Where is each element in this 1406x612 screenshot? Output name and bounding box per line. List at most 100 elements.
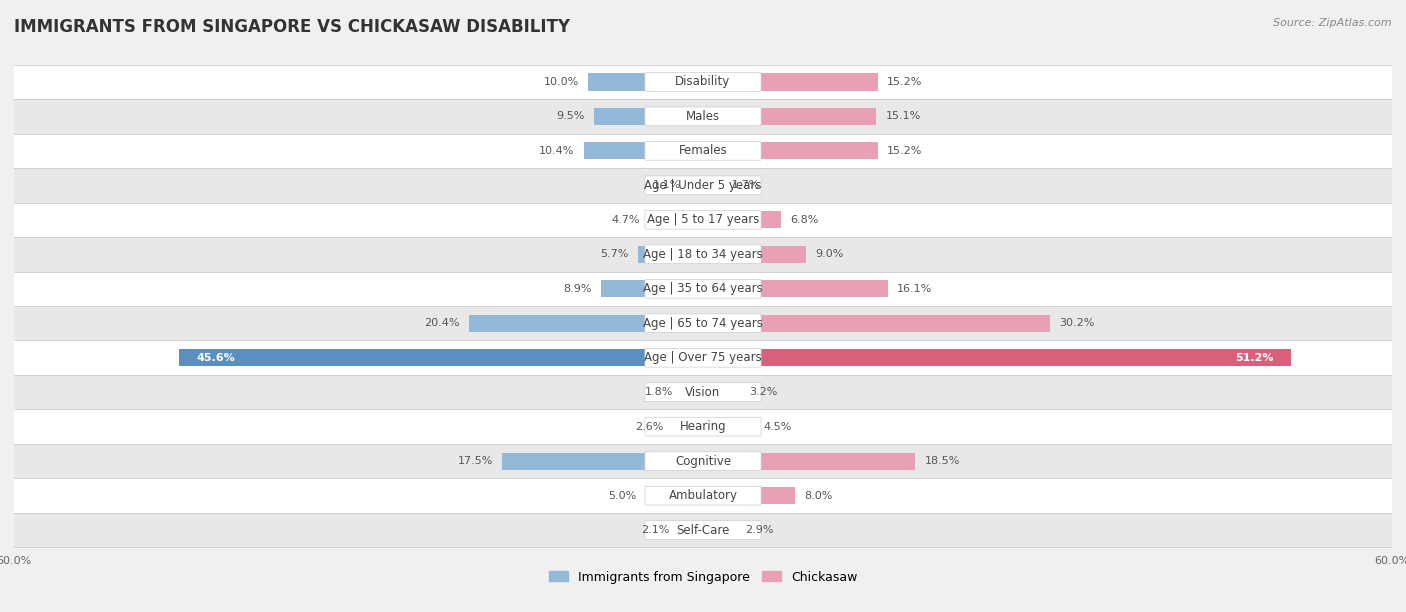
- Text: 4.5%: 4.5%: [763, 422, 792, 431]
- Text: 1.1%: 1.1%: [652, 181, 681, 190]
- Text: 9.5%: 9.5%: [557, 111, 585, 121]
- Text: IMMIGRANTS FROM SINGAPORE VS CHICKASAW DISABILITY: IMMIGRANTS FROM SINGAPORE VS CHICKASAW D…: [14, 18, 569, 36]
- Bar: [703, 177, 723, 194]
- Text: 3.2%: 3.2%: [749, 387, 778, 397]
- Bar: [468, 315, 703, 332]
- FancyBboxPatch shape: [14, 272, 1392, 306]
- Bar: [690, 177, 703, 194]
- Text: 8.0%: 8.0%: [804, 491, 832, 501]
- Bar: [703, 108, 876, 125]
- FancyBboxPatch shape: [14, 99, 1392, 133]
- Text: 15.2%: 15.2%: [887, 146, 922, 156]
- Text: 8.9%: 8.9%: [564, 284, 592, 294]
- Bar: [180, 349, 703, 367]
- Text: Source: ZipAtlas.com: Source: ZipAtlas.com: [1274, 18, 1392, 28]
- Bar: [703, 245, 807, 263]
- Text: Age | Over 75 years: Age | Over 75 years: [644, 351, 762, 364]
- FancyBboxPatch shape: [14, 168, 1392, 203]
- FancyBboxPatch shape: [14, 479, 1392, 513]
- FancyBboxPatch shape: [645, 141, 761, 160]
- FancyBboxPatch shape: [14, 444, 1392, 479]
- Bar: [650, 211, 703, 228]
- FancyBboxPatch shape: [14, 203, 1392, 237]
- Text: 18.5%: 18.5%: [925, 456, 960, 466]
- Text: 20.4%: 20.4%: [425, 318, 460, 328]
- FancyBboxPatch shape: [645, 382, 761, 401]
- Text: 5.0%: 5.0%: [609, 491, 637, 501]
- Text: 9.0%: 9.0%: [815, 249, 844, 259]
- Text: 10.0%: 10.0%: [544, 77, 579, 87]
- FancyBboxPatch shape: [14, 237, 1392, 272]
- FancyBboxPatch shape: [14, 375, 1392, 409]
- Bar: [703, 73, 877, 91]
- Text: 45.6%: 45.6%: [197, 353, 235, 363]
- Text: Males: Males: [686, 110, 720, 123]
- FancyBboxPatch shape: [645, 279, 761, 298]
- Text: 10.4%: 10.4%: [538, 146, 575, 156]
- Bar: [703, 487, 794, 504]
- Text: 5.7%: 5.7%: [600, 249, 628, 259]
- Text: Age | 18 to 34 years: Age | 18 to 34 years: [643, 248, 763, 261]
- Bar: [703, 418, 755, 435]
- Bar: [502, 452, 703, 470]
- Bar: [703, 349, 1291, 367]
- FancyBboxPatch shape: [645, 452, 761, 471]
- FancyBboxPatch shape: [645, 417, 761, 436]
- Text: 1.7%: 1.7%: [731, 181, 761, 190]
- Text: 17.5%: 17.5%: [457, 456, 494, 466]
- Text: 16.1%: 16.1%: [897, 284, 932, 294]
- Text: 51.2%: 51.2%: [1236, 353, 1274, 363]
- Text: Hearing: Hearing: [679, 420, 727, 433]
- Text: 2.1%: 2.1%: [641, 525, 669, 535]
- FancyBboxPatch shape: [645, 72, 761, 91]
- FancyBboxPatch shape: [14, 513, 1392, 547]
- FancyBboxPatch shape: [645, 521, 761, 540]
- Text: Ambulatory: Ambulatory: [668, 489, 738, 502]
- Legend: Immigrants from Singapore, Chickasaw: Immigrants from Singapore, Chickasaw: [544, 565, 862, 589]
- Text: Cognitive: Cognitive: [675, 455, 731, 468]
- Bar: [703, 280, 887, 297]
- Bar: [600, 280, 703, 297]
- Bar: [679, 521, 703, 539]
- FancyBboxPatch shape: [645, 314, 761, 333]
- Text: 1.8%: 1.8%: [645, 387, 673, 397]
- Text: Vision: Vision: [685, 386, 721, 398]
- FancyBboxPatch shape: [14, 306, 1392, 340]
- Text: Self-Care: Self-Care: [676, 524, 730, 537]
- Bar: [583, 142, 703, 160]
- FancyBboxPatch shape: [14, 65, 1392, 99]
- Bar: [703, 142, 877, 160]
- Text: 6.8%: 6.8%: [790, 215, 818, 225]
- FancyBboxPatch shape: [645, 245, 761, 264]
- FancyBboxPatch shape: [645, 107, 761, 125]
- Text: Females: Females: [679, 144, 727, 157]
- Text: 15.1%: 15.1%: [886, 111, 921, 121]
- Text: 15.2%: 15.2%: [887, 77, 922, 87]
- Bar: [682, 384, 703, 401]
- FancyBboxPatch shape: [645, 487, 761, 505]
- Text: 2.9%: 2.9%: [745, 525, 773, 535]
- FancyBboxPatch shape: [645, 176, 761, 195]
- Bar: [593, 108, 703, 125]
- Text: 4.7%: 4.7%: [612, 215, 640, 225]
- Text: Age | Under 5 years: Age | Under 5 years: [644, 179, 762, 192]
- FancyBboxPatch shape: [14, 409, 1392, 444]
- Text: 30.2%: 30.2%: [1059, 318, 1094, 328]
- Text: Disability: Disability: [675, 75, 731, 88]
- FancyBboxPatch shape: [645, 211, 761, 230]
- Bar: [703, 315, 1050, 332]
- Bar: [703, 521, 737, 539]
- Text: Age | 5 to 17 years: Age | 5 to 17 years: [647, 214, 759, 226]
- FancyBboxPatch shape: [14, 133, 1392, 168]
- FancyBboxPatch shape: [14, 340, 1392, 375]
- Bar: [703, 384, 740, 401]
- Bar: [588, 73, 703, 91]
- Text: Age | 65 to 74 years: Age | 65 to 74 years: [643, 317, 763, 330]
- FancyBboxPatch shape: [645, 348, 761, 367]
- Text: 2.6%: 2.6%: [636, 422, 664, 431]
- Bar: [703, 211, 782, 228]
- Bar: [645, 487, 703, 504]
- Bar: [703, 452, 915, 470]
- Bar: [673, 418, 703, 435]
- Text: Age | 35 to 64 years: Age | 35 to 64 years: [643, 282, 763, 295]
